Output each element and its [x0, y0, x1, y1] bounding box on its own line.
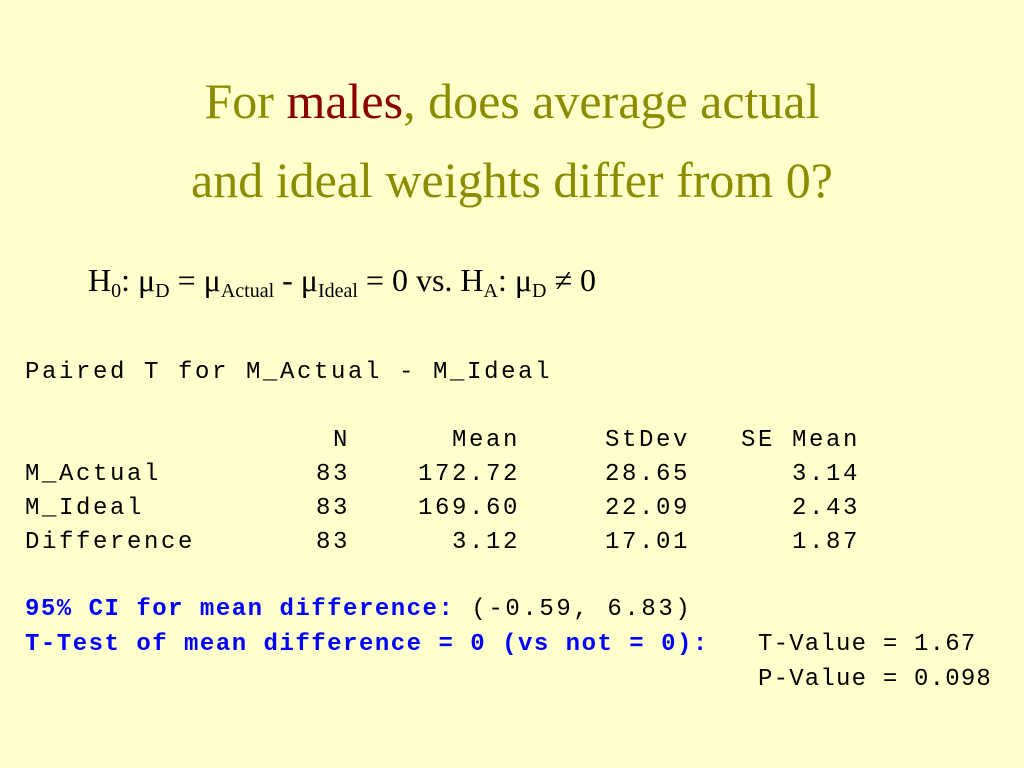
- cell: 172.72: [417, 461, 520, 488]
- row-label: M_Actual: [25, 461, 162, 488]
- title-line-2: and ideal weights differ from 0?: [191, 152, 833, 208]
- row-label: Difference: [25, 529, 196, 556]
- test-label: T-Test of mean difference = 0 (vs not = …: [25, 631, 709, 658]
- cell: 83: [315, 529, 350, 556]
- t-value: T-Value = 1.67: [758, 631, 977, 658]
- row-label: M_Ideal: [25, 495, 145, 522]
- cell: 83: [315, 461, 350, 488]
- hypothesis-subscript: Ideal: [317, 280, 358, 302]
- hypothesis-subscript: D: [532, 280, 547, 302]
- title-line-1: For males, does average actual: [0, 76, 1024, 126]
- cell: 1.87: [791, 529, 860, 556]
- ci-label: 95% CI for mean difference:: [25, 596, 455, 623]
- hypothesis-subscript: 0: [111, 280, 122, 302]
- ci-value: (-0.59, 6.83): [471, 596, 693, 623]
- cell: 83: [315, 495, 350, 522]
- title-text: , does average actual: [403, 73, 820, 129]
- column-header: N: [332, 427, 350, 454]
- hypothesis-text: H: [88, 262, 112, 298]
- ci-line: 95% CI for mean difference: (-0.59, 6.83…: [25, 598, 692, 622]
- test-line: T-Test of mean difference = 0 (vs not = …: [25, 633, 709, 657]
- column-header: SE Mean: [740, 427, 860, 454]
- hypothesis-text: ≠ 0: [546, 262, 597, 298]
- hypothesis-subscript: D: [155, 280, 170, 302]
- cell: 3.14: [791, 461, 860, 488]
- cell: 2.43: [791, 495, 860, 522]
- cell: 22.09: [604, 495, 690, 522]
- column-header: StDev: [604, 427, 690, 454]
- p-value: P-Value = 0.098: [758, 666, 993, 693]
- cell: 28.65: [604, 461, 690, 488]
- hypothesis-subscript: A: [483, 280, 498, 302]
- hypothesis-text: - μ: [274, 262, 318, 298]
- hypothesis-text: : μ: [121, 262, 156, 298]
- cell: 17.01: [604, 529, 690, 556]
- hypothesis-text: = μ: [169, 262, 221, 298]
- hypothesis-subscript: Actual: [220, 280, 275, 302]
- hypothesis: H0: μD = μActual - μIdeal = 0 vs. HA: μD…: [88, 262, 597, 302]
- cell: 169.60: [417, 495, 520, 522]
- title-highlight: males: [286, 73, 404, 129]
- output-heading: Paired T for M_Actual - M_Ideal: [25, 359, 553, 386]
- column-header: Mean: [451, 427, 520, 454]
- cell: 3.12: [451, 529, 520, 556]
- title-text: For: [204, 73, 287, 129]
- hypothesis-text: : μ: [497, 262, 533, 298]
- hypothesis-text: = 0 vs. H: [357, 262, 484, 298]
